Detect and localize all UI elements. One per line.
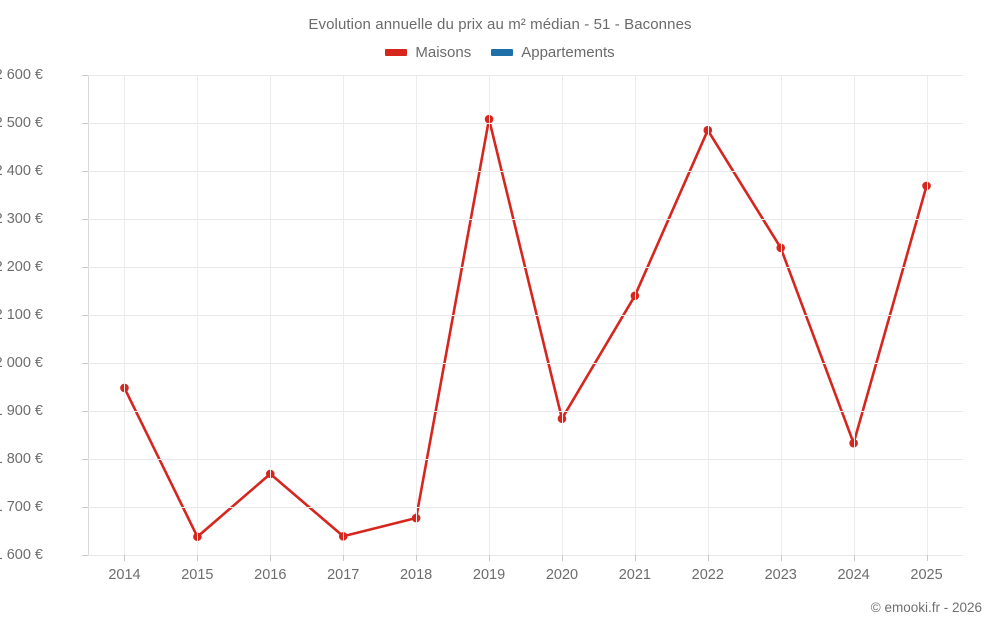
x-axis-tick-label: 2025	[910, 567, 943, 583]
x-gridline	[634, 75, 636, 555]
y-gridline	[88, 411, 963, 412]
x-axis-tick-label: 2024	[837, 567, 870, 583]
x-gridline	[343, 75, 345, 555]
y-gridline	[88, 363, 963, 364]
x-tick-mark	[707, 555, 709, 561]
y-axis-tick-label: 2 000 €	[0, 355, 43, 371]
legend-swatch-icon	[491, 49, 514, 56]
y-tick-mark	[82, 411, 88, 412]
y-tick-mark	[82, 123, 88, 124]
y-tick-mark	[82, 555, 88, 556]
y-gridline	[88, 459, 963, 460]
y-tick-mark	[82, 459, 88, 460]
series-line-maisons	[123, 117, 928, 539]
x-tick-mark	[124, 555, 126, 561]
x-tick-mark	[561, 555, 563, 561]
x-axis-tick-label: 2014	[108, 567, 141, 583]
y-axis-tick-label: 2 300 €	[0, 211, 43, 227]
x-gridline	[561, 75, 563, 555]
x-tick-mark	[926, 555, 928, 561]
x-tick-mark	[489, 555, 491, 561]
plot-area: 2 600 € 2 500 € 2 400 € 2 300 € 2 200 € 2 100…	[0, 67, 963, 583]
chart-legend: Maisons Appartements	[0, 44, 1000, 61]
x-gridline	[124, 75, 126, 555]
x-axis-tick-label: 2023	[764, 567, 797, 583]
y-tick-mark	[82, 315, 88, 316]
y-gridline	[88, 267, 963, 268]
y-gridline	[88, 219, 963, 220]
x-tick-mark	[270, 555, 272, 561]
chart-title: Evolution annuelle du prix au m² médian …	[308, 16, 692, 33]
x-axis-tick-label: 2017	[327, 567, 360, 583]
y-axis-tick-label: 1 800 €	[0, 451, 43, 467]
x-axis-tick-label: 2019	[472, 567, 506, 583]
x-axis-tick-label: 2018	[399, 567, 433, 583]
x-tick-mark	[416, 555, 418, 561]
y-gridline	[88, 123, 963, 124]
y-tick-mark	[82, 363, 88, 364]
legend-swatch-icon	[385, 49, 408, 56]
x-gridline	[780, 75, 782, 555]
x-gridline	[926, 75, 928, 555]
x-axis-tick-label: 2022	[691, 567, 724, 583]
x-axis-tick-label: 2020	[545, 567, 579, 583]
x-gridline	[197, 75, 199, 555]
x-tick-mark	[780, 555, 782, 561]
y-tick-mark	[82, 171, 88, 172]
legend-item-appartements[interactable]: Appartements	[491, 44, 615, 61]
x-gridline	[853, 75, 855, 555]
y-axis-tick-label: 1 700 €	[0, 499, 43, 515]
y-gridline	[88, 555, 963, 556]
y-tick-mark	[82, 507, 88, 508]
y-axis-tick-label: 2 500 €	[0, 115, 43, 131]
y-gridline	[88, 507, 963, 508]
legend-item-label: Appartements	[521, 44, 615, 61]
x-tick-mark	[853, 555, 855, 561]
y-tick-mark	[82, 267, 88, 268]
y-tick-mark	[82, 219, 88, 220]
x-axis-tick-label: 2016	[254, 567, 287, 583]
y-axis-tick-label: 2 600 €	[0, 67, 43, 83]
legend-item-maisons[interactable]: Maisons	[385, 44, 471, 61]
x-gridline	[707, 75, 709, 555]
x-gridline	[489, 75, 491, 555]
y-axis-tick-label: 2 400 €	[0, 163, 43, 179]
y-axis-tick-label: 2 100 €	[0, 307, 43, 323]
x-axis-tick-label: 2021	[618, 567, 652, 583]
x-gridline	[416, 75, 418, 555]
y-axis-tick-label: 2 200 €	[0, 259, 43, 275]
x-axis-tick-label: 2015	[181, 567, 214, 583]
x-tick-mark	[197, 555, 199, 561]
x-tick-mark	[343, 555, 345, 561]
x-tick-mark	[634, 555, 636, 561]
y-gridline	[88, 315, 963, 316]
y-axis-tick-label: 1 900 €	[0, 403, 43, 419]
y-gridline	[88, 75, 963, 76]
y-gridline	[88, 171, 963, 172]
y-axis-tick-label: 1 600 €	[0, 547, 43, 563]
footer-credit: © emooki.fr - 2026	[870, 600, 982, 615]
legend-item-label: Maisons	[415, 44, 472, 61]
y-tick-mark	[82, 75, 88, 76]
x-gridline	[270, 75, 272, 555]
